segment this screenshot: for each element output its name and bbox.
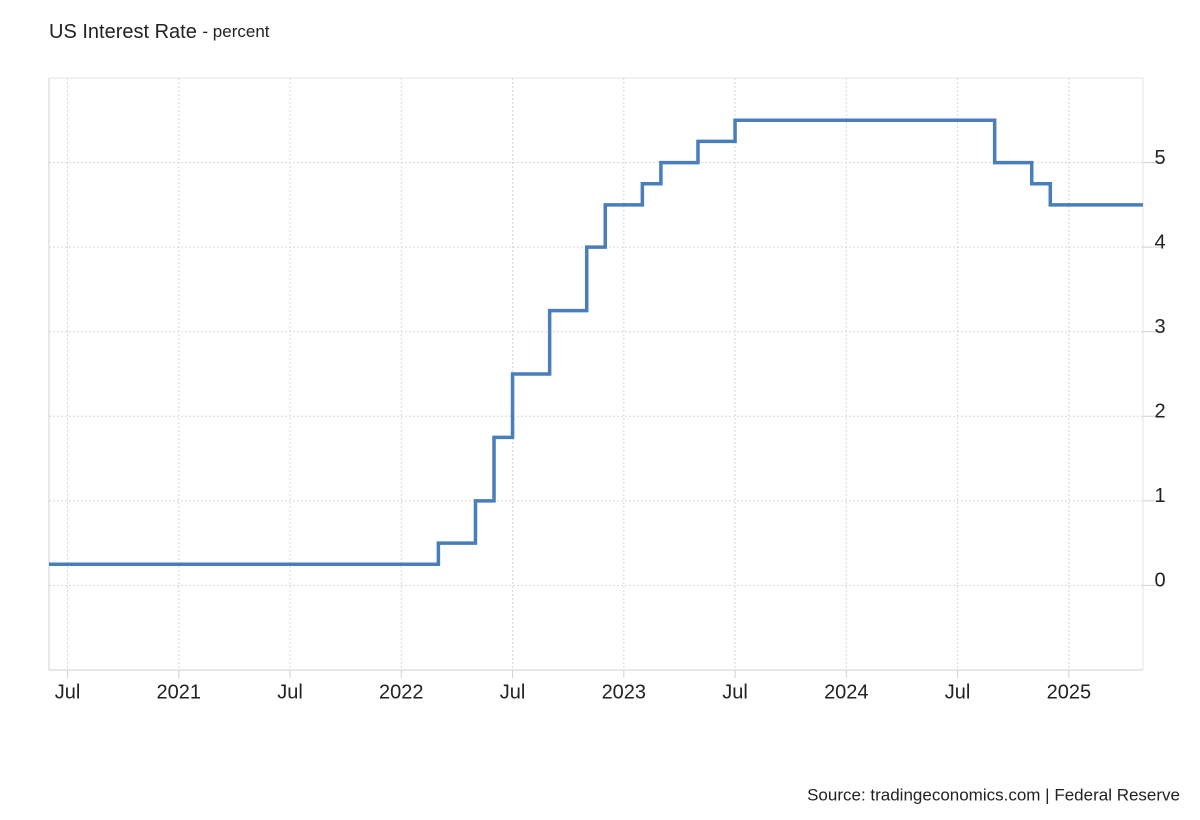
series-line: [49, 118, 1143, 567]
source: Source: tradingeconomics.com | Federal R…: [807, 785, 1180, 804]
x-tick-label: 2023: [602, 681, 647, 703]
title: US Interest Rate: [49, 21, 197, 43]
x-tick-label: 2021: [157, 681, 202, 703]
x-tick-label: 2024: [824, 681, 869, 703]
y-tick-label: 5: [1154, 147, 1165, 169]
x-tick-label: Jul: [945, 681, 971, 703]
y-tick-label: 3: [1154, 316, 1165, 338]
x-tick-label: Jul: [55, 681, 81, 703]
chart-title: US Interest Rate - percent: [49, 21, 270, 43]
y-tick-label: 1: [1154, 485, 1165, 507]
y-tick-label: 0: [1154, 570, 1165, 592]
x-tick-label: 2025: [1047, 681, 1092, 703]
subtitle: - percent: [202, 22, 269, 41]
y-tick-label: 4: [1154, 231, 1165, 253]
x-tick-label: Jul: [500, 681, 526, 703]
y-tick-label: 2: [1154, 401, 1165, 423]
x-tick-label: Jul: [722, 681, 748, 703]
x-tick-label: 2022: [379, 681, 424, 703]
x-tick-label: Jul: [277, 681, 303, 703]
